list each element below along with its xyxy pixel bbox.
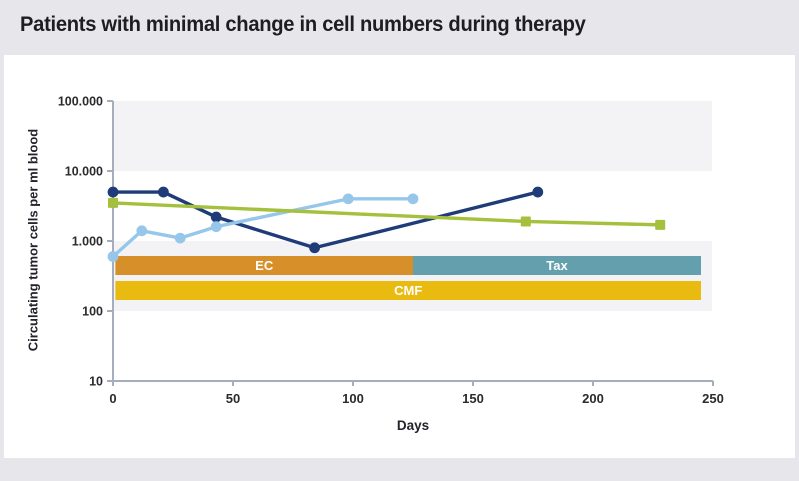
x-tick-label: 100 <box>342 391 364 406</box>
series-light-blue-marker <box>174 232 186 244</box>
series-green-line <box>111 201 662 227</box>
therapy-bar-label-tax: Tax <box>546 258 568 273</box>
series-light-blue-line <box>111 197 415 259</box>
y-tick-label: 10.000 <box>65 165 103 179</box>
plot-background-band <box>114 101 712 171</box>
x-tick-label: 200 <box>582 391 604 406</box>
x-axis-title: Days <box>396 418 430 433</box>
therapy-bar-tax <box>413 256 701 275</box>
y-tick-label: 100 <box>82 305 103 319</box>
series-dark-blue-marker <box>210 211 222 223</box>
y-tick-label: 100.000 <box>58 95 103 109</box>
therapy-bar-label-ec: EC <box>255 258 274 273</box>
therapy-bar-label-cmf: CMF <box>394 283 422 298</box>
series-light-blue-marker <box>136 225 148 237</box>
x-tick-label: 0 <box>109 391 116 406</box>
series-light-blue-marker <box>407 193 419 205</box>
plot-background-band <box>114 241 712 311</box>
series-dark-blue-marker <box>158 186 169 198</box>
series-light-blue-marker <box>107 251 119 262</box>
series-green-marker <box>520 216 531 227</box>
series-green-marker <box>108 197 118 208</box>
x-tick-label: 250 <box>702 391 724 406</box>
series-light-blue-marker <box>342 193 354 205</box>
series-dark-blue-marker <box>309 242 320 254</box>
series-light-blue-marker <box>210 221 222 233</box>
y-tick-label: 10 <box>89 375 103 389</box>
x-tick-label: 150 <box>462 391 484 406</box>
y-axis-title: Circulating tumor cells per ml blood <box>25 128 41 352</box>
page-title: Patients with minimal change in cell num… <box>20 13 586 36</box>
series-green-marker <box>655 219 666 230</box>
series-dark-blue-marker <box>107 186 119 198</box>
y-tick-label: 1.000 <box>72 235 103 249</box>
therapy-bar-ec <box>115 256 414 275</box>
x-tick-label: 50 <box>226 391 240 406</box>
therapy-bar-cmf <box>115 281 701 300</box>
series-dark-blue-marker <box>532 186 544 198</box>
